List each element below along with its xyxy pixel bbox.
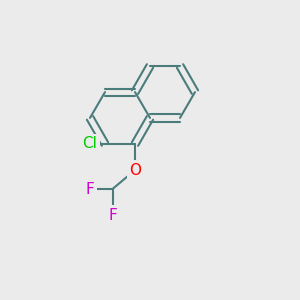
Text: O: O <box>129 163 141 178</box>
Text: F: F <box>108 208 117 223</box>
Text: Cl: Cl <box>82 136 98 152</box>
Text: F: F <box>85 182 94 196</box>
